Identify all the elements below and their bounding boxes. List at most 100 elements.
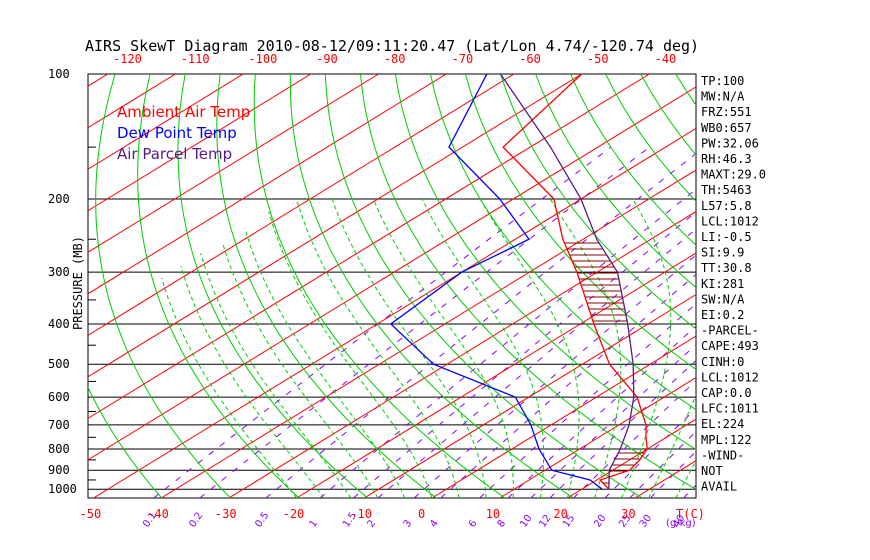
mixing-ratio-line bbox=[440, 273, 696, 498]
parcel-temp-line bbox=[499, 74, 635, 490]
moist-adiabat-line bbox=[244, 227, 406, 498]
bottom-temp-tick-label: -20 bbox=[283, 507, 305, 521]
index-label: WB0:657 bbox=[701, 121, 752, 135]
index-label: MPL:122 bbox=[701, 433, 752, 447]
moist-adiabat-line bbox=[479, 198, 580, 498]
isotherm-line bbox=[88, 74, 650, 419]
legend-dew-point-temp: Dew Point Temp bbox=[117, 124, 237, 142]
mixing-ratio-tick-label: 20 bbox=[592, 513, 608, 530]
isotherm-line bbox=[499, 377, 696, 498]
dry-adiabat-line bbox=[816, 74, 870, 498]
isotherm-line bbox=[88, 74, 447, 295]
isotherm-line bbox=[0, 74, 40, 498]
pressure-tick-label: 1000 bbox=[48, 482, 77, 496]
isotherm-line bbox=[88, 86, 696, 461]
index-label: TT:30.8 bbox=[701, 261, 752, 275]
dry-adiabat-line bbox=[359, 74, 696, 490]
mixing-ratio-line bbox=[353, 211, 696, 498]
moist-adiabat-line bbox=[421, 198, 545, 498]
moist-adiabat-line bbox=[373, 198, 514, 498]
isotherm-line bbox=[228, 210, 696, 498]
mixing-ratio-unit-label: (g/kg) bbox=[666, 518, 696, 529]
bottom-temp-tick-label: 20 bbox=[553, 507, 567, 521]
pressure-tick-label: 900 bbox=[48, 463, 70, 477]
dew-point-line bbox=[389, 74, 603, 490]
index-label: MAXT:29.0 bbox=[701, 168, 766, 182]
index-label: -PARCEL- bbox=[701, 324, 759, 338]
index-label: NOT bbox=[701, 464, 723, 478]
isotherm-line bbox=[93, 127, 696, 498]
dry-adiabat-line bbox=[137, 74, 300, 498]
mixing-ratio-tick-label: 10 bbox=[518, 513, 534, 530]
mixing-ratio-line bbox=[265, 153, 696, 498]
bottom-temp-tick-label: -50 bbox=[80, 507, 102, 521]
isotherm-line bbox=[771, 74, 870, 498]
pressure-tick-label: 500 bbox=[48, 357, 70, 371]
dry-adiabat-line bbox=[781, 74, 870, 498]
bottom-temp-tick-label: -30 bbox=[215, 507, 237, 521]
ambient-temp-line bbox=[502, 74, 648, 490]
mixing-ratio-tick-label: 12 bbox=[537, 513, 553, 530]
dry-adiabat-line bbox=[465, 74, 696, 371]
bottom-temp-tick-label: 30 bbox=[621, 507, 635, 521]
bottom-temp-tick-label: -10 bbox=[350, 507, 372, 521]
bottom-temp-tick-label: 10 bbox=[486, 507, 500, 521]
pressure-tick-label: 700 bbox=[48, 418, 70, 432]
dry-adiabat-line bbox=[535, 74, 696, 289]
dry-adiabat-line bbox=[95, 74, 231, 498]
pressure-tick-label: 100 bbox=[48, 67, 70, 81]
top-temp-tick-label: -80 bbox=[384, 52, 406, 66]
moist-adiabat-line bbox=[180, 265, 325, 498]
index-label: L57:5.8 bbox=[701, 199, 752, 213]
index-label: CAPE:493 bbox=[701, 339, 759, 353]
dry-adiabat-line bbox=[394, 74, 696, 451]
dry-adiabat-line bbox=[570, 74, 696, 246]
index-label: TP:100 bbox=[701, 74, 744, 88]
mixing-ratio-tick-label: 0.5 bbox=[253, 510, 271, 529]
pressure-tick-label: 200 bbox=[48, 192, 70, 206]
index-label: EL:224 bbox=[701, 417, 744, 431]
bottom-temp-tick-label: -40 bbox=[147, 507, 169, 521]
dry-adiabat-line bbox=[177, 74, 369, 498]
mixing-ratio-tick-label: 1 bbox=[307, 518, 320, 530]
index-label: CINH:0 bbox=[701, 355, 744, 369]
isotherm-line bbox=[838, 74, 870, 498]
dry-adiabat-line bbox=[500, 74, 696, 330]
index-label: MW:N/A bbox=[701, 90, 745, 104]
index-label: KI:281 bbox=[701, 277, 744, 291]
isotherm-line bbox=[88, 74, 582, 378]
mixing-ratio-tick-label: 2 bbox=[366, 518, 379, 530]
index-label: AVAIL bbox=[701, 480, 737, 494]
top-temp-tick-label: -120 bbox=[113, 52, 142, 66]
isotherm-line bbox=[364, 293, 696, 498]
isotherm-line bbox=[88, 74, 109, 87]
index-label: LI:-0.5 bbox=[701, 230, 752, 244]
mixing-ratio-tick-label: 0.2 bbox=[187, 510, 205, 529]
dry-adiabat-line bbox=[324, 74, 643, 498]
dry-adiabat-line bbox=[253, 74, 506, 498]
top-temp-tick-label: -40 bbox=[655, 52, 677, 66]
index-label: LCL:1012 bbox=[701, 214, 759, 228]
index-label: FRZ:551 bbox=[701, 105, 752, 119]
moist-adiabat-line bbox=[331, 198, 487, 498]
isotherm-line bbox=[567, 418, 696, 498]
bottom-temp-tick-label: 0 bbox=[418, 507, 425, 521]
isotherm-line bbox=[431, 335, 696, 498]
pressure-tick-label: 800 bbox=[48, 442, 70, 456]
chart-title: AIRS SkewT Diagram 2010-08-12/09:11:20.4… bbox=[85, 37, 699, 55]
index-label: -WIND- bbox=[701, 448, 744, 462]
top-temp-tick-label: -50 bbox=[587, 52, 609, 66]
cape-hatch-area bbox=[600, 449, 648, 490]
moist-adiabat-line bbox=[200, 252, 352, 498]
moist-adiabat-line bbox=[222, 242, 379, 498]
cape-hatch-area bbox=[562, 239, 628, 324]
legend-ambient-air-temp: Ambient Air Temp bbox=[117, 103, 250, 121]
index-label: RH:46.3 bbox=[701, 152, 752, 166]
isotherm-line bbox=[88, 74, 379, 253]
top-temp-tick-label: -60 bbox=[519, 52, 541, 66]
isotherm-line bbox=[296, 252, 696, 498]
dry-adiabat-line bbox=[289, 74, 574, 498]
mixing-ratio-tick-label: 3 bbox=[402, 518, 415, 530]
x-axis-label: T(C) bbox=[676, 507, 705, 521]
